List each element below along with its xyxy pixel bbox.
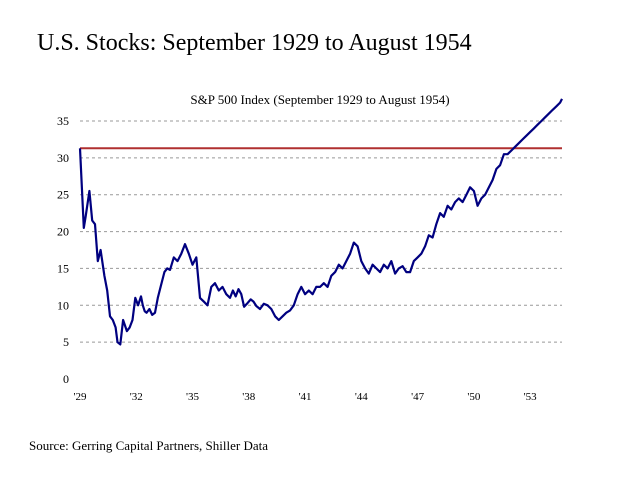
x-tick-label: '50 xyxy=(467,391,480,403)
y-tick-label: 0 xyxy=(63,372,69,386)
series-group xyxy=(78,98,563,346)
y-tick-label: 5 xyxy=(63,335,69,349)
y-tick-label: 20 xyxy=(57,225,69,239)
x-tick-label: '32 xyxy=(130,391,143,403)
y-tick-label: 25 xyxy=(57,188,69,202)
x-tick-label: '29 xyxy=(74,391,87,403)
x-tick-label: '41 xyxy=(299,391,312,403)
chart-title: S&P 500 Index (September 1929 to August … xyxy=(190,92,450,107)
y-tick-label: 35 xyxy=(57,114,69,128)
x-tick-label: '47 xyxy=(411,391,424,403)
x-tick-label: '44 xyxy=(355,391,368,403)
x-tick-label: '35 xyxy=(186,391,199,403)
x-tick-label: '53 xyxy=(524,391,537,403)
y-tick-label: 15 xyxy=(57,261,69,275)
y-tick-label: 10 xyxy=(57,298,69,312)
x-tick-label: '38 xyxy=(242,391,255,403)
y-tick-label: 30 xyxy=(57,151,69,165)
y-axis-ticks: 0 5 10 15 20 25 30 35 xyxy=(57,114,69,386)
x-axis-ticks: '29 '32 '35 '38 '41 '44 '47 '50 '53 xyxy=(74,391,538,403)
source-note: Source: Gerring Capital Partners, Shille… xyxy=(29,438,268,453)
series-line xyxy=(78,98,563,346)
gridlines xyxy=(80,120,562,343)
slide-title: U.S. Stocks: September 1929 to August 19… xyxy=(37,30,472,56)
